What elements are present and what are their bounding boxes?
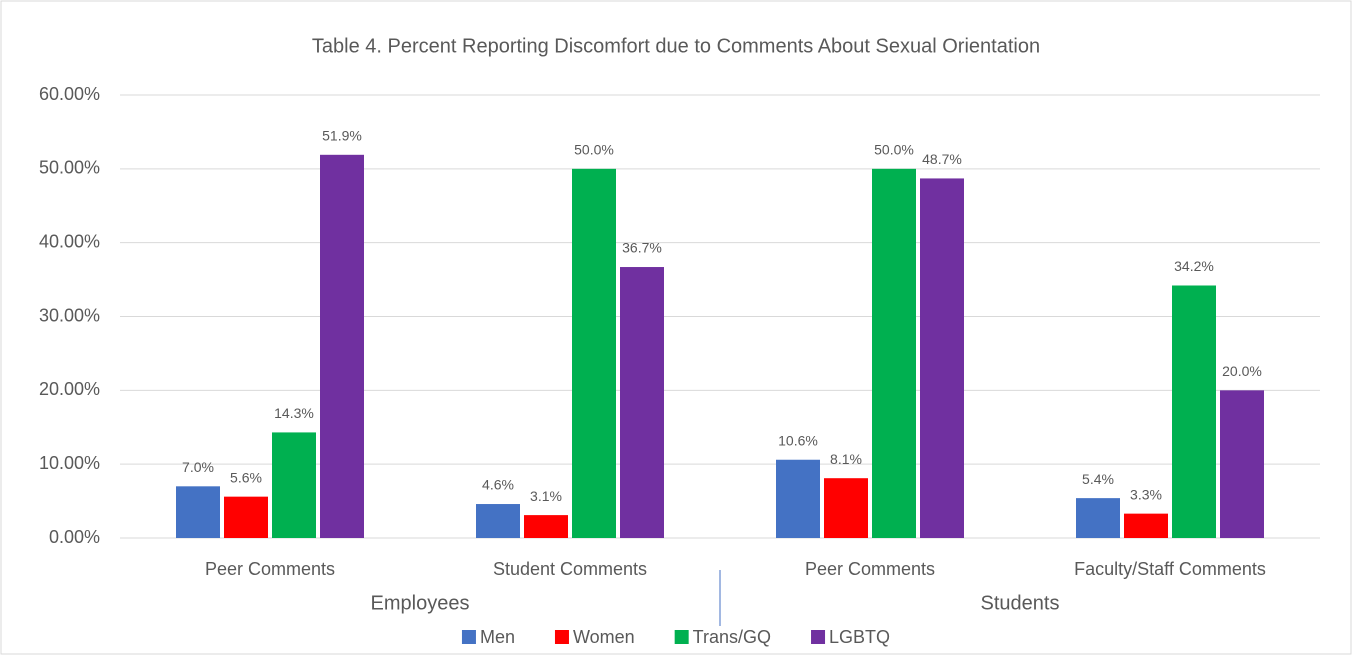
bar [872,168,916,539]
bar [272,432,316,538]
legend-swatch [674,630,689,644]
legend-label: Women [573,627,635,647]
y-tick-label: 60.00% [39,84,100,104]
y-tick-label: 10.00% [39,453,100,473]
x-tick-label: Student Comments [493,559,647,579]
data-label: 14.3% [274,405,314,421]
group-label: Students [981,592,1060,614]
legend-swatch [554,630,569,644]
bar [620,267,664,538]
legend-swatch [811,630,826,644]
bar [1220,390,1264,538]
y-tick-label: 30.00% [39,305,100,325]
bar [476,504,520,538]
legend-label: Trans/GQ [693,627,771,647]
bar [1172,285,1216,538]
data-label: 8.1% [830,451,862,467]
bar [824,478,868,538]
data-label: 3.3% [1130,486,1162,502]
data-label: 10.6% [778,432,818,448]
data-label: 50.0% [874,142,914,158]
data-label: 34.2% [1174,258,1214,274]
data-label: 20.0% [1222,363,1262,379]
data-label: 36.7% [622,240,662,256]
bar [176,486,220,538]
group-label: Employees [371,592,470,614]
data-label: 3.1% [530,488,562,504]
x-tick-label: Peer Comments [205,559,335,579]
bar [920,178,964,538]
data-label: 5.6% [230,469,262,485]
bar [224,496,268,538]
data-label: 50.0% [574,142,614,158]
chart-title: Table 4. Percent Reporting Discomfort du… [312,35,1040,57]
y-tick-label: 0.00% [49,527,100,547]
data-label: 4.6% [482,477,514,493]
y-tick-label: 50.00% [39,158,100,178]
bar [320,154,364,538]
x-tick-label: Peer Comments [805,559,935,579]
x-tick-label: Faculty/Staff Comments [1074,559,1266,579]
data-label: 5.4% [1082,471,1114,487]
bar [1124,513,1168,538]
data-label: 7.0% [182,459,214,475]
bar [572,168,616,539]
legend-swatch [461,630,476,644]
data-label: 48.7% [922,151,962,167]
bar [1076,498,1120,538]
legend-label: Men [480,627,515,647]
legend-label: LGBTQ [829,627,890,647]
bar [524,515,568,538]
data-label: 51.9% [322,128,362,144]
bar [776,459,820,538]
y-tick-label: 40.00% [39,231,100,251]
y-tick-label: 20.00% [39,379,100,399]
